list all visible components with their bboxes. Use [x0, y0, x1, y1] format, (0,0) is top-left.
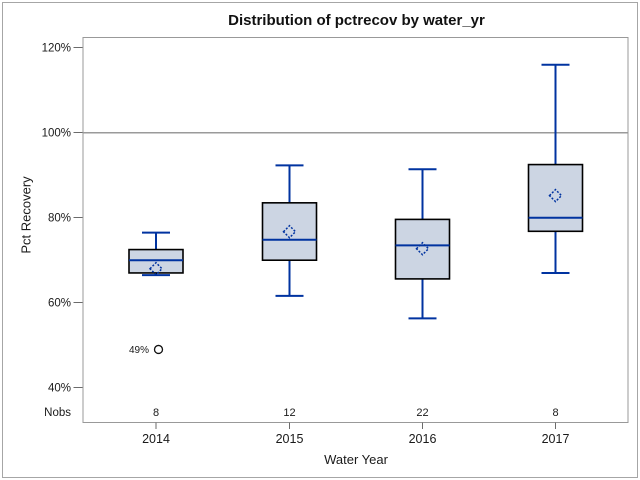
box-group-2014: 2014 8 49%: [128, 231, 184, 446]
y-axis-tick-label: 120%: [42, 43, 71, 55]
box-group-2016: 2016 22: [394, 168, 451, 446]
iqr-box: [128, 248, 184, 274]
y-axis-tick-label: 60%: [48, 298, 71, 310]
nobs-value: 8: [153, 407, 159, 419]
x-axis-title: Water Year: [324, 452, 388, 467]
iqr-box: [261, 202, 318, 261]
y-axis-tick-label: 100%: [42, 128, 71, 140]
y-axis-tick-label: 80%: [48, 213, 71, 225]
x-axis-tick-label: 2015: [276, 432, 304, 446]
box-group-2015: 2015 12: [261, 164, 318, 446]
outlier-label: 49%: [129, 345, 149, 356]
nobs-row-label: Nobs: [44, 407, 71, 419]
x-axis-tick-label: 2014: [142, 432, 170, 446]
iqr-box: [394, 218, 451, 280]
x-axis-tick-label: 2016: [409, 432, 437, 446]
iqr-box: [527, 163, 584, 233]
boxplot-canvas: 120%100%80%60%40%Nobs2014849%20151220162…: [42, 37, 629, 446]
nobs-value: 22: [416, 407, 428, 419]
chart-title: Distribution of pctrecov by water_yr: [228, 12, 485, 29]
outlier-marker: [153, 344, 164, 355]
box-group-2017: 2017 8: [527, 63, 584, 446]
plot-frame: [82, 37, 629, 423]
y-axis-tick-label: 40%: [48, 383, 71, 395]
nobs-value: 12: [283, 407, 295, 419]
nobs-value: 8: [552, 407, 558, 419]
x-axis-tick-label: 2017: [542, 432, 570, 446]
